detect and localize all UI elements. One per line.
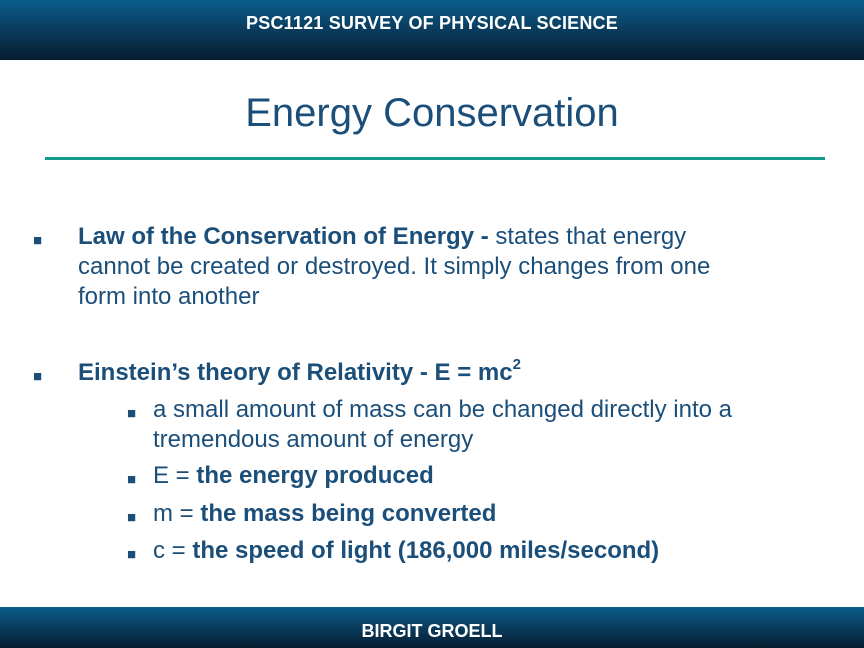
bullet-law-conservation: Law of the Conservation of Energy - stat… [78, 222, 818, 312]
e-prefix: E = [153, 462, 197, 489]
sub-bullet-m-definition: m = the mass being converted [153, 499, 833, 529]
bullet-einstein-relativity: Einstein’s theory of Relativity - E = mc… [78, 356, 818, 388]
footer-bar: BIRGIT GROELL [0, 607, 864, 648]
exponent-superscript: 2 [512, 356, 521, 373]
title-divider [45, 157, 825, 160]
law-term: Law of the Conservation of Energy - [78, 223, 489, 250]
sub-bullet-mass-energy: a small amount of mass can be changed di… [153, 395, 833, 455]
sub-bullet-square-icon: ■ [127, 509, 137, 526]
m-definition: the mass being converted [200, 500, 497, 527]
sub-bullet-square-icon: ■ [127, 405, 137, 422]
c-definition: the speed of light (186,000 miles/second… [192, 537, 660, 564]
sub-bullet-e-definition: E = the energy produced [153, 461, 833, 491]
header-bar: PSC1121 SURVEY OF PHYSICAL SCIENCE [0, 0, 864, 60]
c-prefix: c = [153, 537, 193, 564]
bullet-square-icon: ■ [33, 368, 43, 385]
bullet-square-icon: ■ [33, 232, 43, 249]
law-text-line1: states that energy [488, 223, 687, 250]
course-title: PSC1121 SURVEY OF PHYSICAL SCIENCE [246, 12, 618, 33]
einstein-term: Einstein’s theory of Relativity - E = mc… [78, 356, 521, 386]
e-definition: the energy produced [196, 462, 434, 489]
sub-bullet-c-definition: c = the speed of light (186,000 miles/se… [153, 536, 833, 566]
mass-text-line2: tremendous amount of energy [153, 426, 474, 453]
law-text-line2: cannot be created or destroyed. It simpl… [78, 253, 711, 280]
sub-bullet-square-icon: ■ [127, 471, 137, 488]
author-name: BIRGIT GROELL [361, 621, 503, 641]
law-text-line3: form into another [78, 283, 260, 310]
sub-bullet-square-icon: ■ [127, 546, 137, 563]
mass-text-line1: a small amount of mass can be changed di… [153, 396, 732, 423]
m-prefix: m = [153, 500, 201, 527]
slide-title: Energy Conservation [245, 91, 619, 135]
